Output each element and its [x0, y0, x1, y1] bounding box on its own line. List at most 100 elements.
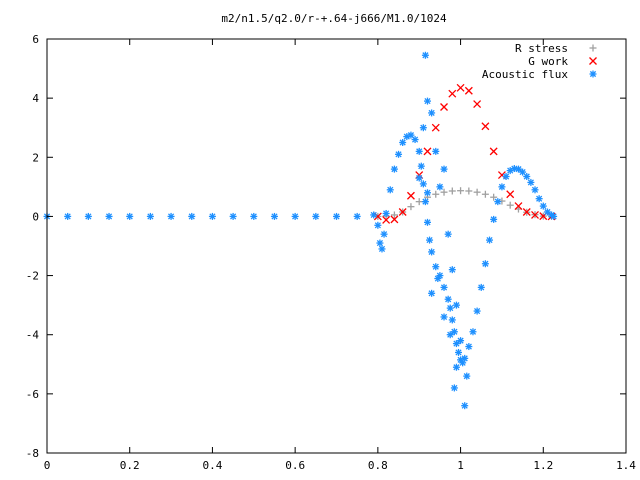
data-point — [434, 275, 442, 283]
data-point — [477, 283, 485, 291]
y-tick-label: -2 — [26, 270, 39, 283]
legend-label: G work — [528, 55, 568, 68]
y-tick-label: -8 — [26, 447, 39, 460]
data-point — [399, 139, 407, 146]
legend-marker — [589, 44, 597, 52]
data-point — [440, 283, 448, 291]
data-point — [353, 212, 361, 220]
x-tick-label: 0.6 — [285, 459, 305, 472]
data-point — [312, 212, 320, 220]
data-point — [450, 328, 458, 336]
data-point — [452, 301, 460, 309]
data-point — [514, 165, 522, 173]
data-point — [419, 124, 427, 132]
data-point — [436, 183, 444, 191]
data-point — [506, 190, 515, 199]
data-point — [373, 212, 382, 221]
chart-title: m2/n1.5/q2.0/r-+.64-j666/M1.0/1024 — [221, 12, 447, 25]
data-point — [457, 187, 465, 195]
legend-marker — [589, 57, 597, 65]
x-tick-label: 0.8 — [368, 459, 388, 472]
data-point — [229, 212, 237, 220]
x-tick-label: 0.2 — [120, 459, 140, 472]
data-point — [452, 363, 460, 371]
data-point — [497, 171, 506, 179]
data-point — [523, 173, 531, 181]
x-tick-label: 0.4 — [202, 459, 222, 472]
data-point — [398, 208, 407, 216]
x-tick-label: 1.2 — [533, 459, 553, 472]
data-point — [440, 103, 448, 111]
data-point — [446, 304, 454, 312]
data-point — [291, 212, 299, 220]
data-point — [415, 174, 423, 182]
data-point — [455, 348, 463, 356]
y-tick-label: 0 — [32, 210, 39, 223]
data-point — [428, 248, 436, 256]
plot-frame — [46, 38, 627, 454]
data-point — [64, 212, 72, 220]
data-point — [527, 178, 535, 186]
data-point — [208, 212, 216, 220]
data-point — [481, 260, 489, 268]
data-point — [494, 198, 502, 206]
legend-label: R stress — [515, 42, 568, 55]
data-point — [473, 307, 481, 315]
data-point — [417, 162, 425, 170]
data-point — [386, 186, 394, 194]
data-point — [374, 221, 382, 229]
data-point — [84, 212, 92, 220]
series-2 — [43, 51, 558, 410]
data-point — [448, 316, 456, 324]
data-point — [105, 212, 113, 220]
data-point — [490, 193, 498, 201]
data-point — [376, 239, 384, 247]
data-point — [440, 313, 448, 321]
data-point — [146, 212, 154, 220]
y-tick-label: 6 — [32, 33, 39, 46]
data-point — [464, 86, 473, 95]
data-point — [535, 195, 543, 203]
data-point — [432, 190, 440, 198]
data-point — [463, 372, 471, 380]
data-point — [450, 384, 458, 392]
legend-label: Acoustic flux — [482, 68, 568, 81]
data-point — [444, 230, 452, 238]
series-0 — [374, 187, 556, 220]
data-point — [465, 343, 473, 351]
legend-marker — [589, 70, 597, 78]
x-tick-label: 1.4 — [616, 459, 636, 472]
data-point — [543, 208, 551, 216]
data-point — [519, 168, 527, 176]
data-point — [446, 331, 454, 339]
data-point — [481, 122, 490, 131]
data-point — [489, 147, 498, 156]
data-point — [456, 83, 465, 92]
data-point — [444, 295, 452, 303]
data-point — [550, 212, 558, 220]
y-tick-label: -6 — [26, 388, 39, 401]
data-point — [440, 188, 448, 196]
data-point — [502, 173, 510, 181]
data-point — [514, 202, 523, 211]
data-point — [448, 266, 456, 274]
data-point — [522, 208, 531, 216]
data-point — [421, 51, 429, 59]
data-point — [432, 263, 440, 271]
data-point — [432, 147, 440, 155]
data-point — [423, 218, 431, 226]
y-tick-label: 4 — [32, 92, 39, 105]
data-point — [370, 211, 378, 219]
data-point — [415, 147, 423, 155]
data-point — [270, 212, 278, 220]
data-point — [531, 210, 539, 219]
data-point — [395, 150, 403, 158]
data-point — [407, 203, 415, 211]
data-point — [473, 100, 482, 109]
data-point — [469, 328, 477, 336]
data-point — [448, 187, 456, 195]
data-point — [380, 230, 388, 238]
data-point — [423, 147, 432, 156]
y-tick-label: 2 — [32, 151, 39, 164]
data-point — [382, 216, 391, 224]
